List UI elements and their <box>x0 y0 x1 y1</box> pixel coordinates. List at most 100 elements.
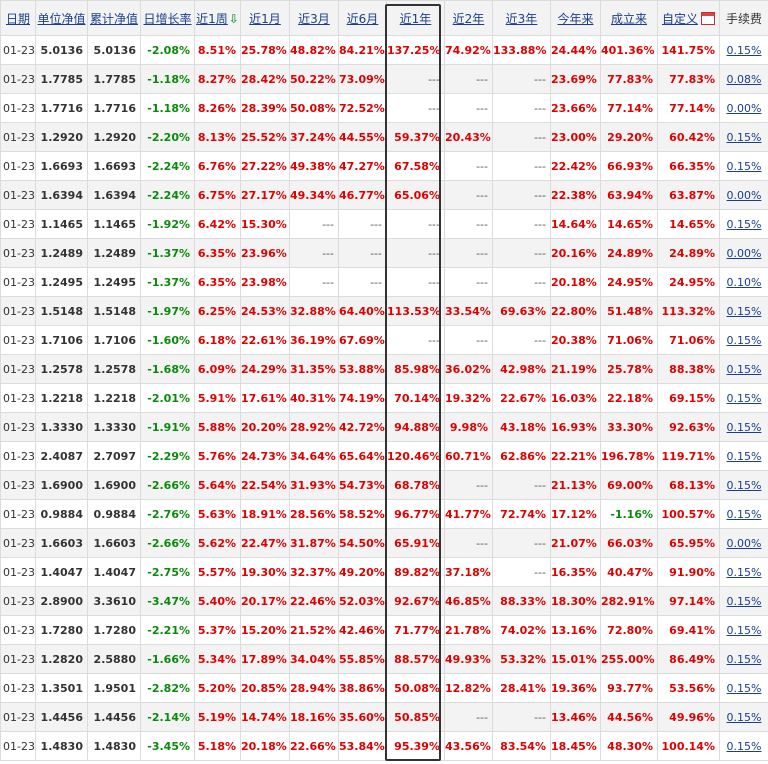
fee-link[interactable]: 0.00% <box>726 246 762 260</box>
cell-custom: 141.75% <box>657 35 720 65</box>
cell-week: 5.91% <box>194 383 241 413</box>
cell-since-inception: 69.00% <box>600 470 658 500</box>
header-since-inception[interactable]: 成立来 <box>600 0 658 36</box>
cell-month3: 36.19% <box>289 325 339 355</box>
cell-year2: --- <box>444 528 493 558</box>
cell-month1: 17.89% <box>240 644 290 674</box>
cell-year1: 92.67% <box>386 586 445 616</box>
cell-year3: --- <box>492 325 551 355</box>
cell-unit-nav: 1.7280 <box>35 615 88 645</box>
cell-date: 01-23 <box>0 499 36 529</box>
cell-fee: 0.15% <box>719 122 768 152</box>
table-row: 01-23 1.2920 1.2920 -2.20% 8.13% 25.52% 37.24%… <box>0 122 768 152</box>
cell-month3: 34.04% <box>289 644 339 674</box>
fee-link[interactable]: 0.15% <box>726 391 762 405</box>
cell-year2: 43.56% <box>444 731 493 761</box>
fee-link[interactable]: 0.15% <box>726 739 762 753</box>
fee-link[interactable]: 0.00% <box>726 188 762 202</box>
cell-ytd: 18.45% <box>550 731 601 761</box>
fee-link[interactable]: 0.15% <box>726 362 762 376</box>
fee-link[interactable]: 0.15% <box>726 652 762 666</box>
header-daily-growth[interactable]: 日增长率 <box>140 0 195 36</box>
fee-link[interactable]: 0.15% <box>726 565 762 579</box>
cell-week: 8.51% <box>194 35 241 65</box>
table-row: 01-23 1.2495 1.2495 -1.37% 6.35% 23.98% --- ---… <box>0 267 768 297</box>
fee-link[interactable]: 0.15% <box>726 130 762 144</box>
cell-cum-nav: 5.0136 <box>87 35 141 65</box>
fee-link[interactable]: 0.08% <box>726 72 762 86</box>
header-week[interactable]: 近1周⇩ <box>194 0 241 36</box>
cell-year2: --- <box>444 238 493 268</box>
header-custom[interactable]: 自定义 <box>657 0 720 36</box>
cell-cum-nav: 1.2218 <box>87 383 141 413</box>
header-year1[interactable]: 近1年 <box>386 0 445 36</box>
cell-custom: 60.42% <box>657 122 720 152</box>
cell-year3: 74.02% <box>492 615 551 645</box>
fee-link[interactable]: 0.15% <box>726 710 762 724</box>
cell-month1: 15.20% <box>240 615 290 645</box>
fee-link[interactable]: 0.15% <box>726 333 762 347</box>
header-date[interactable]: 日期 <box>0 0 36 36</box>
header-month1[interactable]: 近1月 <box>240 0 290 36</box>
cell-cum-nav: 1.7716 <box>87 93 141 123</box>
fee-link[interactable]: 0.15% <box>726 449 762 463</box>
header-month6[interactable]: 近6月 <box>338 0 387 36</box>
cell-month6: 46.77% <box>338 180 387 210</box>
header-fee-label: 手续费 <box>725 11 762 26</box>
cell-daily-growth: -2.66% <box>140 528 195 558</box>
table-row: 01-23 1.2218 1.2218 -2.01% 5.91% 17.61% 40.31%… <box>0 383 768 413</box>
cell-date: 01-23 <box>0 151 36 181</box>
table-row: 01-23 1.7280 1.7280 -2.21% 5.37% 15.20% 21.52%… <box>0 615 768 645</box>
cell-ytd: 16.93% <box>550 412 601 442</box>
cell-date: 01-23 <box>0 470 36 500</box>
fee-link[interactable]: 0.15% <box>726 159 762 173</box>
header-date-label: 日期 <box>5 11 30 26</box>
cell-month1: 17.61% <box>240 383 290 413</box>
cell-week: 6.42% <box>194 209 241 239</box>
header-cum-nav[interactable]: 累计净值 <box>87 0 141 36</box>
fee-link[interactable]: 0.15% <box>726 594 762 608</box>
cell-month6: 64.40% <box>338 296 387 326</box>
fee-link[interactable]: 0.00% <box>726 536 762 550</box>
cell-cum-nav: 1.5148 <box>87 296 141 326</box>
cell-month3: 28.56% <box>289 499 339 529</box>
fee-link[interactable]: 0.00% <box>726 101 762 115</box>
cell-custom: 77.14% <box>657 93 720 123</box>
cell-date: 01-23 <box>0 354 36 384</box>
header-ytd[interactable]: 今年来 <box>550 0 601 36</box>
header-unit-nav[interactable]: 单位净值 <box>35 0 88 36</box>
header-month3[interactable]: 近3月 <box>289 0 339 36</box>
fee-link[interactable]: 0.15% <box>726 507 762 521</box>
header-year2[interactable]: 近2年 <box>444 0 493 36</box>
cell-year1: 50.85% <box>386 702 445 732</box>
cell-year3: --- <box>492 267 551 297</box>
fee-link[interactable]: 0.15% <box>726 623 762 637</box>
cell-week: 8.26% <box>194 93 241 123</box>
fee-link[interactable]: 0.15% <box>726 304 762 318</box>
cell-since-inception: 401.36% <box>600 35 658 65</box>
fee-link[interactable]: 0.15% <box>726 478 762 492</box>
cell-since-inception: 24.95% <box>600 267 658 297</box>
cell-year3: 22.67% <box>492 383 551 413</box>
cell-year3: 62.86% <box>492 441 551 471</box>
cell-since-inception: 40.47% <box>600 557 658 587</box>
cell-fee: 0.15% <box>719 470 768 500</box>
fee-link[interactable]: 0.15% <box>726 420 762 434</box>
cell-ytd: 19.36% <box>550 673 601 703</box>
fee-link[interactable]: 0.10% <box>726 275 762 289</box>
cell-since-inception: 63.94% <box>600 180 658 210</box>
cell-month6: 38.86% <box>338 673 387 703</box>
cell-month3: 49.34% <box>289 180 339 210</box>
fee-link[interactable]: 0.15% <box>726 217 762 231</box>
cell-month6: 42.72% <box>338 412 387 442</box>
table-row: 01-23 5.0136 5.0136 -2.08% 8.51% 25.78% 48.82%… <box>0 35 768 65</box>
calendar-icon[interactable] <box>701 11 715 25</box>
cell-year2: --- <box>444 209 493 239</box>
fee-link[interactable]: 0.15% <box>726 43 762 57</box>
fee-link[interactable]: 0.15% <box>726 681 762 695</box>
header-year3[interactable]: 近3年 <box>492 0 551 36</box>
cell-since-inception: 22.18% <box>600 383 658 413</box>
cell-date: 01-23 <box>0 383 36 413</box>
cell-custom: 24.89% <box>657 238 720 268</box>
cell-since-inception: 72.80% <box>600 615 658 645</box>
